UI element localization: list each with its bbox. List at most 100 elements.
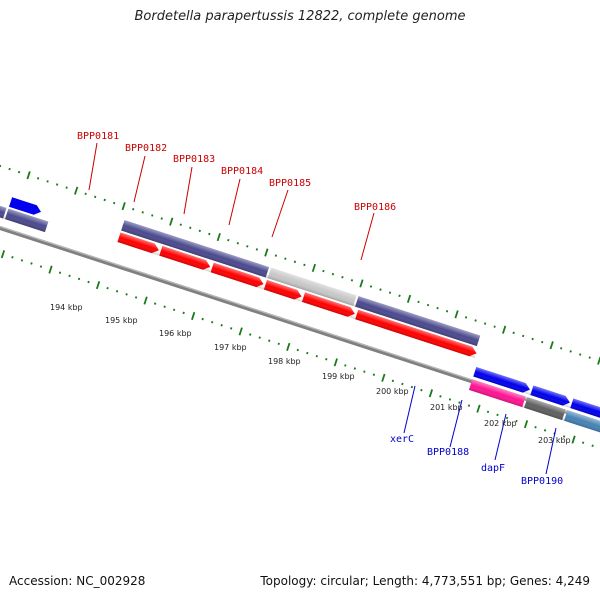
minor-tick xyxy=(541,340,544,344)
minor-tick xyxy=(306,351,309,355)
major-tick xyxy=(359,279,364,288)
minor-tick xyxy=(417,300,420,304)
scale-label: 200 kbp xyxy=(376,387,409,396)
major-tick xyxy=(74,186,79,195)
minor-tick xyxy=(439,395,442,398)
minor-tick xyxy=(106,286,109,290)
minor-tick xyxy=(591,444,594,448)
cds-track-outer xyxy=(9,197,479,359)
minor-tick xyxy=(249,333,252,336)
major-tick xyxy=(406,294,412,303)
minor-tick xyxy=(372,373,376,376)
minor-tick xyxy=(560,347,563,350)
minor-tick xyxy=(543,429,547,432)
minor-tick xyxy=(350,279,354,282)
gene-label[interactable]: BPP0185 xyxy=(269,178,311,189)
minor-tick xyxy=(20,259,24,262)
minor-tick xyxy=(172,308,176,312)
major-tick xyxy=(454,310,459,319)
minor-tick xyxy=(353,367,357,370)
minor-tick xyxy=(341,276,344,279)
major-tick xyxy=(286,342,291,351)
minor-tick xyxy=(496,413,499,417)
minor-tick xyxy=(115,290,119,293)
minor-tick xyxy=(483,322,487,325)
major-tick xyxy=(264,248,269,257)
gene-label[interactable]: BPP0181 xyxy=(77,131,119,142)
minor-tick xyxy=(36,177,40,180)
major-tick xyxy=(311,263,317,273)
minor-tick xyxy=(391,379,395,383)
gene-label[interactable]: xerC xyxy=(390,434,414,445)
minor-tick xyxy=(58,271,62,274)
major-tick xyxy=(48,265,53,274)
gene-label[interactable]: BPP0184 xyxy=(221,166,263,177)
outer-tick-row xyxy=(0,164,600,365)
minor-tick xyxy=(331,272,335,276)
minor-tick xyxy=(296,348,299,352)
top-gene-labels: BPP0181 BPP0182 BPP0183 BPP0184 BPP0185 … xyxy=(77,131,396,213)
minor-tick xyxy=(268,339,271,342)
scale-labels: 194 kbp 195 kbp 196 kbp 197 kbp 198 kbp … xyxy=(50,303,571,445)
minor-tick xyxy=(103,198,106,202)
gene-label[interactable]: BPP0186 xyxy=(354,202,396,213)
minor-tick xyxy=(458,401,461,404)
major-tick xyxy=(549,341,554,350)
minor-tick xyxy=(474,319,477,322)
minor-tick xyxy=(17,170,21,174)
minor-tick xyxy=(30,262,33,265)
minor-tick xyxy=(125,293,128,296)
top-callouts xyxy=(88,142,375,261)
minor-tick xyxy=(153,302,157,305)
minor-tick xyxy=(322,269,325,273)
minor-tick xyxy=(401,382,404,386)
minor-tick xyxy=(379,288,382,291)
minor-tick xyxy=(113,201,116,205)
minor-tick xyxy=(258,336,261,339)
scale-label: 198 kbp xyxy=(268,357,301,366)
minor-tick xyxy=(467,404,471,407)
gene-track-outer xyxy=(0,198,481,347)
minor-tick xyxy=(39,265,43,268)
gene-label[interactable]: BPP0188 xyxy=(427,447,469,458)
minor-tick xyxy=(531,337,534,341)
minor-tick xyxy=(160,217,163,220)
minor-tick xyxy=(534,426,537,429)
gene-label[interactable]: BPP0182 xyxy=(125,143,167,154)
minor-tick xyxy=(201,317,204,321)
gene-label[interactable]: BPP0183 xyxy=(173,154,215,165)
minor-tick xyxy=(11,256,14,259)
minor-tick xyxy=(132,208,135,211)
minor-tick xyxy=(255,248,259,251)
gene-label[interactable]: dapF xyxy=(481,463,505,474)
minor-tick xyxy=(426,303,430,307)
minor-tick xyxy=(151,214,154,217)
cds-arrow[interactable] xyxy=(9,197,43,216)
minor-tick xyxy=(68,274,71,278)
major-tick xyxy=(26,171,31,180)
scale-label: 203 kbp xyxy=(538,436,571,445)
minor-tick xyxy=(141,211,144,214)
scale-label: 194 kbp xyxy=(50,303,83,312)
minor-tick xyxy=(493,325,496,328)
minor-tick xyxy=(293,260,297,264)
gene-label[interactable]: BPP0190 xyxy=(521,476,563,487)
major-tick xyxy=(95,281,101,290)
major-tick xyxy=(428,389,434,398)
major-tick xyxy=(333,358,338,367)
genome-stats-text: Topology: circular; Length: 4,773,551 bp… xyxy=(260,574,590,588)
cds-track-inner xyxy=(473,367,600,441)
major-tick xyxy=(216,232,221,242)
minor-tick xyxy=(236,242,239,245)
major-tick xyxy=(523,420,529,429)
scale-label: 196 kbp xyxy=(159,329,192,338)
minor-tick xyxy=(303,263,306,267)
minor-tick xyxy=(581,441,585,444)
minor-tick xyxy=(588,356,591,359)
minor-tick xyxy=(208,232,211,236)
major-tick xyxy=(143,296,148,305)
minor-tick xyxy=(515,419,518,423)
minor-tick xyxy=(55,183,59,186)
major-tick xyxy=(597,356,600,365)
